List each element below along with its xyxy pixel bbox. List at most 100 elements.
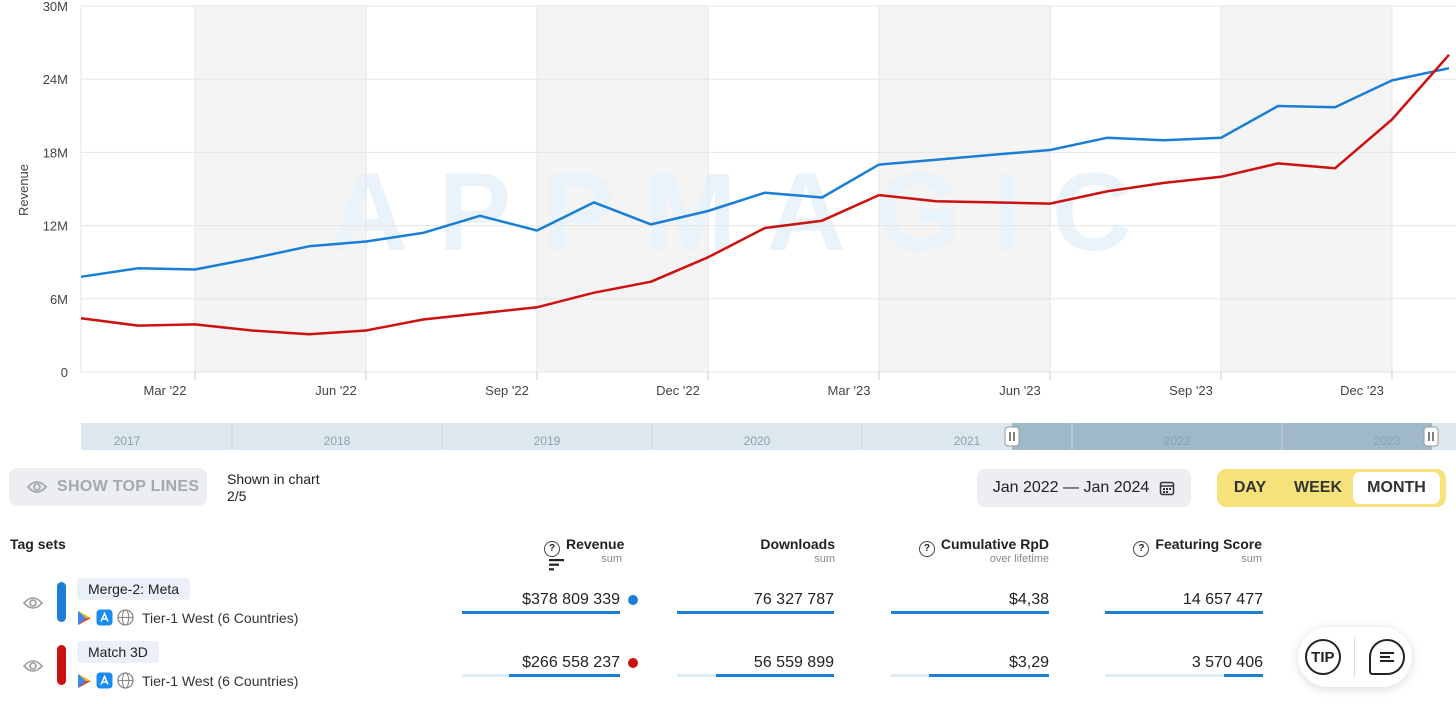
chat-icon[interactable] — [1369, 639, 1406, 675]
quarter-band — [195, 6, 366, 372]
tag-sets-header: Tag sets — [10, 536, 66, 552]
value-bar-fill — [891, 611, 1049, 614]
navigator-year-label: 2022 — [1164, 434, 1191, 448]
y-axis-label: Revenue — [16, 164, 31, 216]
featuring-value: 14 657 477 — [1182, 591, 1263, 608]
series-color-indicator — [57, 645, 66, 685]
rpd-value: $4,38 — [1008, 591, 1049, 608]
x-tick-label: Jun '22 — [315, 383, 357, 398]
region-label: Tier-1 West (6 Countries) — [142, 609, 299, 626]
calendar-icon — [1160, 481, 1175, 496]
tag-set-region: Tier-1 West (6 Countries) — [77, 672, 298, 689]
series-line-merge-2-meta — [80, 66, 1450, 279]
quarter-band — [879, 6, 1050, 372]
value-bar-fill — [928, 674, 1049, 677]
navigator-year-label: 2018 — [324, 434, 351, 448]
shown-in-chart-label: Shown in chart — [227, 471, 320, 487]
watermark: APPMAGIC — [329, 151, 1162, 274]
navigator-year-label: 2021 — [954, 434, 981, 448]
y-tick-label: 6M — [50, 292, 68, 307]
app-store-icon — [96, 672, 113, 689]
floating-actions: TIP — [1298, 627, 1412, 687]
featuring-value: 3 570 406 — [1191, 654, 1263, 671]
series-lines — [80, 53, 1450, 336]
show-top-lines-label: SHOW TOP LINES — [57, 478, 200, 495]
quarter-band — [1221, 6, 1392, 372]
app-store-icon — [96, 609, 113, 626]
google-play-icon — [78, 610, 91, 625]
x-tick-label: Mar '23 — [828, 383, 871, 398]
y-axis-ticks: 0 6M 12M 18M 24M 30M — [43, 0, 68, 380]
shown-in-chart-count: 2/5 — [227, 488, 247, 504]
revenue-column-sub: sum — [601, 553, 622, 565]
value-bar-fill — [509, 674, 620, 677]
y-tick-label: 24M — [43, 72, 68, 87]
quarter-band — [537, 6, 708, 372]
revenue-column-header[interactable]: ? Revenue — [544, 536, 644, 573]
eye-icon — [27, 481, 47, 493]
x-axis-ticks: Mar '22 Jun '22 Sep '22 Dec '22 Mar '23 Jun '… — [144, 372, 1393, 398]
revenue-value: $266 558 237 — [522, 654, 620, 671]
value-bar-fill — [677, 611, 834, 614]
rpd-value: $3,29 — [1008, 654, 1049, 671]
google-play-icon — [78, 673, 91, 688]
date-range-text: Jan 2022 — Jan 2024 — [992, 479, 1150, 496]
y-tick-label: 30M — [43, 0, 68, 14]
navigator-handle[interactable] — [1004, 426, 1020, 447]
x-tick-label: Jun '23 — [999, 383, 1041, 398]
globe-icon — [117, 672, 134, 689]
navigator-selection — [1012, 423, 1432, 450]
series-dot — [628, 658, 638, 668]
downloads-column-header[interactable]: Downloads — [760, 536, 835, 552]
value-bar-fill — [1105, 611, 1263, 614]
help-icon[interactable]: ? — [544, 541, 560, 557]
globe-icon — [117, 609, 134, 626]
x-tick-label: Sep '23 — [1169, 383, 1213, 398]
featuring-column-header[interactable]: ? Featuring Score — [1112, 536, 1262, 557]
navigator-year-label: 2020 — [744, 434, 771, 448]
y-tick-label: 12M — [43, 219, 68, 234]
tip-button[interactable]: TIP — [1304, 639, 1341, 675]
period-day-button[interactable]: DAY — [1233, 479, 1267, 496]
rpd-column-sub: over lifetime — [989, 553, 1049, 565]
show-top-lines-button[interactable]: SHOW TOP LINES — [9, 468, 207, 506]
visibility-eye-icon[interactable] — [23, 659, 43, 673]
help-icon[interactable]: ? — [1133, 541, 1150, 557]
value-bar-fill — [716, 674, 834, 677]
featuring-column-sub: sum — [1241, 553, 1262, 565]
visibility-eye-icon[interactable] — [23, 596, 43, 610]
y-tick-label: 18M — [43, 145, 68, 160]
navigator-year-label: 2017 — [114, 434, 141, 448]
rpd-column-header[interactable]: ? Cumulative RpD — [899, 536, 1049, 557]
tag-set-chip[interactable]: Match 3D — [77, 641, 159, 663]
gridlines — [80, 5, 1456, 373]
navigator-year-label: 2023 — [1374, 434, 1401, 448]
value-bar-fill — [462, 611, 620, 614]
period-month-button[interactable]: MONTH — [1353, 472, 1440, 504]
help-icon[interactable]: ? — [918, 541, 935, 557]
sort-icon[interactable] — [549, 559, 565, 571]
series-color-indicator — [57, 582, 66, 622]
x-tick-label: Sep '22 — [485, 383, 529, 398]
date-range-picker[interactable]: Jan 2022 — Jan 2024 — [977, 469, 1191, 507]
featuring-header-label: Featuring Score — [1155, 536, 1262, 552]
series-line-match-3d — [80, 53, 1450, 336]
rpd-header-label: Cumulative RpD — [940, 536, 1049, 552]
shown-in-chart: Shown in chart 2/5 — [227, 471, 320, 505]
time-navigator[interactable]: 2017 2018 2019 2020 2021 2022 2023 — [81, 423, 1456, 450]
region-label: Tier-1 West (6 Countries) — [142, 672, 299, 689]
x-tick-label: Dec '23 — [1340, 383, 1384, 398]
tag-set-chip[interactable]: Merge-2: Meta — [77, 578, 191, 600]
downloads-column-sub: sum — [814, 553, 835, 565]
navigator-handle[interactable] — [1423, 426, 1439, 447]
revenue-value: $378 809 339 — [522, 591, 620, 608]
downloads-value: 56 559 899 — [753, 654, 834, 671]
x-tick-label: Mar '22 — [144, 383, 187, 398]
period-week-button[interactable]: WEEK — [1294, 479, 1342, 496]
downloads-value: 76 327 787 — [753, 591, 834, 608]
revenue-header-label: Revenue — [566, 536, 625, 552]
period-toggle[interactable]: DAY WEEK MONTH — [1217, 469, 1446, 507]
x-tick-label: Dec '22 — [656, 383, 700, 398]
tag-set-region: Tier-1 West (6 Countries) — [77, 609, 298, 626]
value-bar-track — [1105, 674, 1263, 677]
